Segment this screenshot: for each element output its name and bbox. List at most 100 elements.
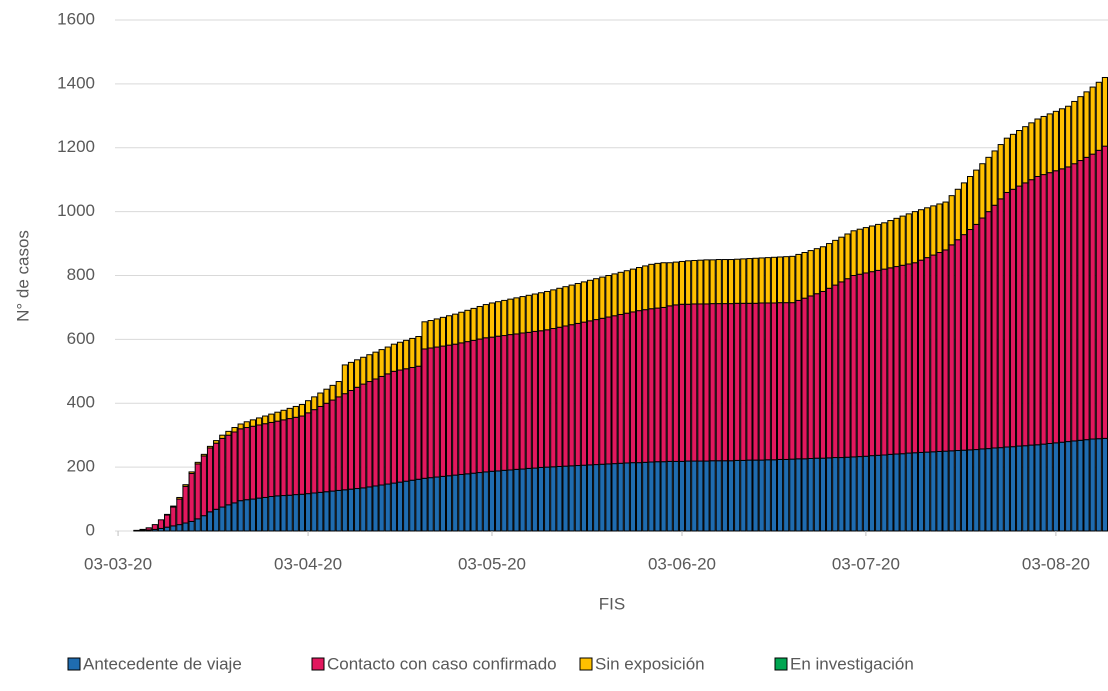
bar-segment <box>220 507 225 531</box>
bar-segment <box>330 491 335 531</box>
bar-segment <box>753 460 758 531</box>
bar-segment <box>710 260 715 304</box>
bar-segment <box>1096 82 1101 150</box>
bar-segment <box>207 446 212 448</box>
bar-segment <box>587 280 592 321</box>
bar-segment <box>238 424 243 429</box>
bar-segment <box>1053 111 1058 170</box>
bar-segment <box>342 394 347 490</box>
bar-segment <box>759 258 764 303</box>
bar-segment <box>649 264 654 308</box>
bar-segment <box>882 223 887 269</box>
bar-segment <box>728 304 733 461</box>
bar-segment <box>906 214 911 264</box>
bar-segment <box>777 257 782 303</box>
bar-segment <box>716 461 721 531</box>
legend-swatch <box>580 658 592 670</box>
bars <box>134 77 1108 531</box>
bar-segment <box>790 459 795 531</box>
bar-segment <box>943 451 948 531</box>
bar-segment <box>502 336 507 471</box>
bar-segment <box>630 463 635 531</box>
bar-segment <box>281 496 286 531</box>
bar-segment <box>453 475 458 531</box>
bar-segment <box>1010 447 1015 531</box>
bar-segment <box>600 464 605 531</box>
bar-segment <box>281 420 286 496</box>
bar-segment <box>759 303 764 460</box>
bar-segment <box>661 307 666 461</box>
bar-segment <box>747 303 752 460</box>
bar-segment <box>446 345 451 476</box>
bar-segment <box>955 240 960 451</box>
bar-segment <box>385 347 390 374</box>
bar-segment <box>925 452 930 531</box>
bar-segment <box>673 262 678 305</box>
bar-segment <box>998 448 1003 531</box>
bar-segment <box>974 450 979 531</box>
bar-segment <box>820 458 825 531</box>
bar-segment <box>784 303 789 460</box>
bar-segment <box>256 425 261 498</box>
bar-segment <box>483 472 488 531</box>
bar-segment <box>575 323 580 465</box>
bar-segment <box>422 349 427 478</box>
bar-segment <box>894 218 899 266</box>
bar-segment <box>207 448 212 512</box>
bar-segment <box>391 344 396 371</box>
bar-segment <box>814 458 819 531</box>
bar-segment <box>968 450 973 531</box>
bar-segment <box>385 374 390 484</box>
bar-segment <box>900 265 905 453</box>
bar-segment <box>312 397 317 410</box>
bar-segment <box>306 494 311 531</box>
bar-segment <box>557 466 562 531</box>
bar-segment <box>502 300 507 335</box>
bar-segment <box>563 466 568 531</box>
bar-segment <box>318 393 323 406</box>
bar-segment <box>416 479 421 531</box>
bar-segment <box>1102 77 1107 146</box>
bar-segment <box>1041 175 1046 445</box>
bar-segment <box>692 304 697 461</box>
bar-segment <box>416 337 421 367</box>
bar-segment <box>428 478 433 531</box>
bar-segment <box>710 461 715 531</box>
bar-segment <box>165 514 170 515</box>
bar-segment <box>459 474 464 531</box>
bar-segment <box>741 259 746 303</box>
bar-segment <box>214 441 219 444</box>
bar-segment <box>489 471 494 531</box>
bar-segment <box>624 313 629 463</box>
bar-segment <box>618 463 623 531</box>
y-tick-label: 800 <box>67 265 95 284</box>
bar-segment <box>790 303 795 459</box>
bar-segment <box>250 426 255 499</box>
bar-segment <box>489 303 494 337</box>
bar-segment <box>686 261 691 304</box>
bar-segment <box>306 413 311 494</box>
bar-segment <box>551 290 556 329</box>
bar-segment <box>545 330 550 467</box>
bar-segment <box>1066 442 1071 531</box>
bar-segment <box>465 474 470 531</box>
bar-segment <box>446 476 451 531</box>
bar-segment <box>238 501 243 531</box>
bar-segment <box>453 344 458 475</box>
bar-segment <box>637 268 642 311</box>
bar-segment <box>275 421 280 496</box>
bar-segment <box>1004 138 1009 192</box>
bar-segment <box>1102 146 1107 438</box>
bar-segment <box>820 291 825 458</box>
bar-segment <box>563 287 568 326</box>
bar-segment <box>643 310 648 463</box>
bar-segment <box>508 470 513 531</box>
bar-segment <box>146 528 151 530</box>
bar-segment <box>851 231 856 276</box>
bar-segment <box>1041 444 1046 531</box>
bar-segment <box>496 471 501 531</box>
bar-segment <box>348 489 353 531</box>
bar-segment <box>833 285 838 457</box>
bar-segment <box>177 497 182 499</box>
bar-segment <box>232 428 237 432</box>
